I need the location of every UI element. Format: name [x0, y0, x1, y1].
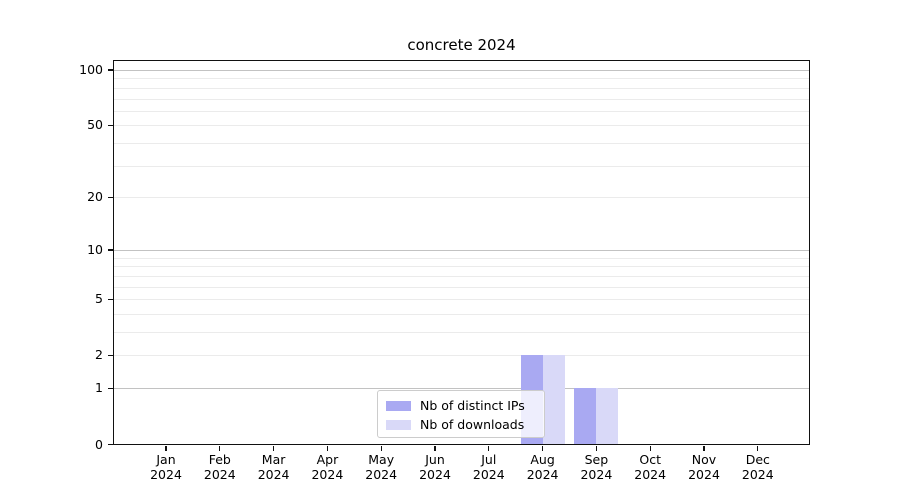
y-tick-mark — [107, 69, 113, 71]
x-tick-label: Sep 2024 — [580, 452, 613, 482]
minor-gridline — [113, 143, 810, 145]
chart-title: concrete 2024 — [407, 36, 516, 54]
minor-gridline — [113, 299, 810, 301]
minor-gridline — [113, 313, 810, 315]
y-tick-mark — [107, 124, 113, 127]
x-tick-mark — [703, 446, 705, 451]
x-tick-mark — [165, 446, 167, 451]
y-tick-label: 5 — [95, 291, 103, 307]
x-tick-mark — [219, 446, 221, 451]
legend-entry-downloads: Nb of downloads — [386, 415, 536, 434]
x-tick-mark — [595, 446, 597, 451]
major-gridline — [113, 69, 810, 71]
x-tick-mark — [542, 446, 544, 451]
x-tick-label: Jan 2024 — [150, 452, 182, 482]
legend-label-downloads: Nb of downloads — [420, 417, 525, 432]
x-tick-label: Feb 2024 — [203, 452, 236, 482]
minor-gridline — [113, 98, 810, 100]
x-tick-label: May 2024 — [365, 452, 398, 482]
minor-gridline — [113, 332, 810, 334]
y-tick-label: 1 — [95, 380, 103, 396]
minor-gridline — [113, 87, 810, 89]
y-tick-label: 20 — [87, 189, 103, 205]
plot-area — [113, 60, 810, 445]
minor-gridline — [113, 275, 810, 277]
y-tick-label: 50 — [87, 117, 103, 133]
major-gridline — [113, 388, 810, 390]
y-tick-label: 2 — [95, 347, 103, 363]
legend: Nb of distinct IPs Nb of downloads — [377, 390, 545, 438]
minor-gridline — [113, 257, 810, 259]
minor-gridline — [113, 110, 810, 112]
x-tick-label: Aug 2024 — [526, 452, 559, 482]
minor-gridline — [113, 125, 810, 127]
minor-gridline — [113, 197, 810, 199]
y-tick-mark — [107, 298, 113, 300]
minor-gridline — [113, 286, 810, 288]
x-tick-mark — [434, 446, 436, 451]
bar-distinct-ips — [574, 388, 597, 445]
y-tick-label: 10 — [87, 241, 103, 257]
x-tick-mark — [273, 446, 275, 451]
x-tick-mark — [649, 446, 651, 451]
y-tick-mark — [107, 354, 113, 357]
legend-swatch-downloads — [386, 419, 411, 430]
x-tick-mark — [757, 446, 759, 451]
x-tick-label: Mar 2024 — [257, 452, 290, 482]
x-tick-label: Oct 2024 — [634, 452, 667, 482]
major-gridline — [113, 249, 810, 251]
legend-entry-distinct-ips: Nb of distinct IPs — [386, 396, 536, 415]
x-tick-mark — [326, 446, 328, 451]
minor-gridline — [113, 266, 810, 268]
y-tick-label: 100 — [79, 61, 103, 77]
legend-label-distinct-ips: Nb of distinct IPs — [420, 398, 525, 413]
bar-downloads — [596, 388, 619, 445]
y-tick-mark — [107, 387, 113, 390]
y-tick-mark — [107, 444, 113, 446]
bar-downloads — [542, 355, 565, 445]
x-tick-mark — [488, 446, 490, 451]
x-tick-label: Nov 2024 — [688, 452, 720, 482]
x-tick-label: Jun 2024 — [419, 452, 451, 482]
x-tick-label: Apr 2024 — [311, 452, 344, 482]
minor-gridline — [113, 165, 810, 167]
x-tick-mark — [380, 446, 382, 451]
y-tick-mark — [107, 249, 113, 251]
y-tick-label: 0 — [95, 436, 103, 452]
legend-swatch-distinct-ips — [386, 400, 411, 411]
minor-gridline — [113, 78, 810, 80]
x-tick-label: Jul 2024 — [472, 452, 505, 482]
y-tick-mark — [107, 196, 113, 199]
minor-gridline — [113, 355, 810, 357]
x-tick-label: Dec 2024 — [741, 452, 774, 482]
